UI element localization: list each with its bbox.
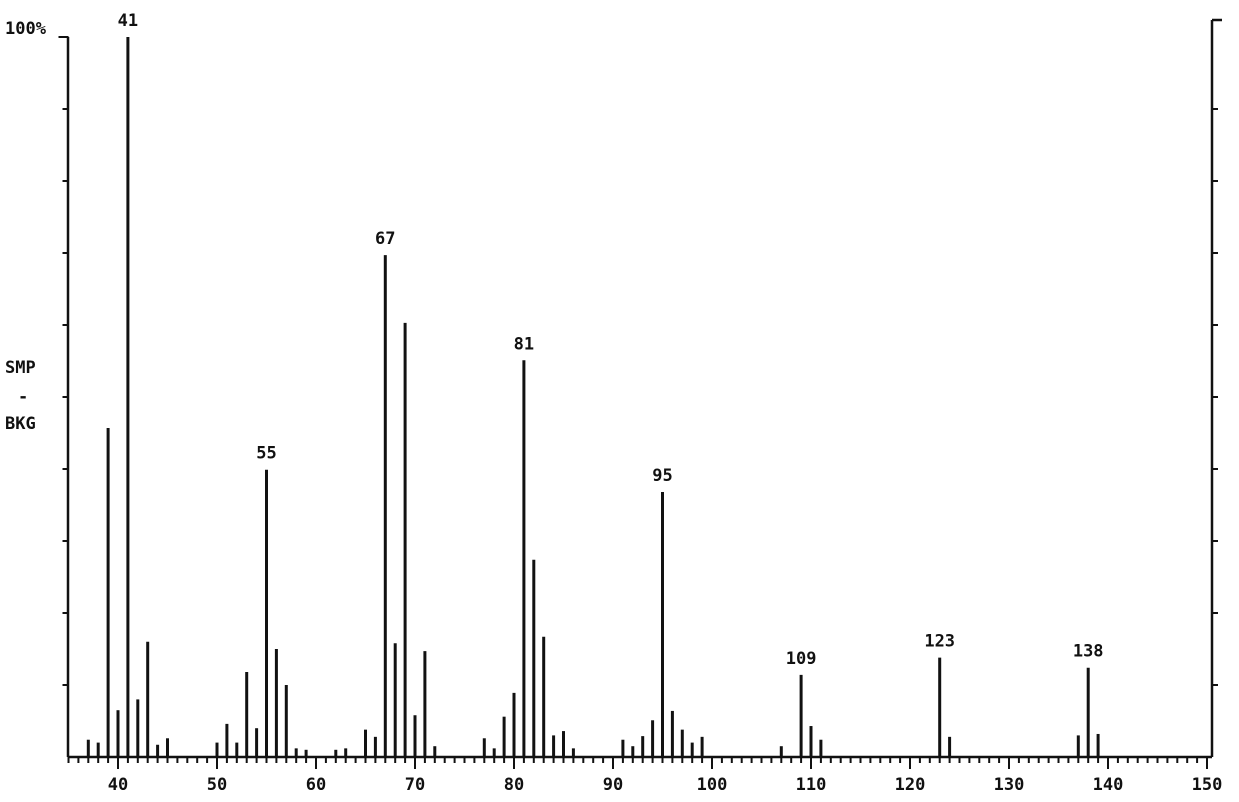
x-tick-label: 80 (504, 775, 524, 795)
x-tick-label: 100 (697, 775, 728, 795)
y-label: - (18, 387, 28, 407)
y-tick-label: 100% (5, 19, 47, 39)
x-tick-label: 60 (306, 775, 326, 795)
x-tick-label: 130 (994, 775, 1025, 795)
x-tick-label: 90 (603, 775, 623, 795)
y-label: BKG (5, 414, 36, 434)
peak-label: 55 (256, 444, 276, 464)
y-label: SMP (5, 358, 36, 378)
peak-label: 109 (786, 649, 817, 669)
peak-label: 123 (924, 632, 955, 652)
x-tick-label: 120 (895, 775, 926, 795)
x-tick-label: 110 (796, 775, 827, 795)
x-tick-label: 140 (1093, 775, 1124, 795)
peak-label: 81 (514, 334, 534, 354)
x-tick-label: 70 (405, 775, 425, 795)
peak-label: 41 (118, 11, 138, 31)
peak-label: 95 (652, 466, 672, 486)
x-tick-label: 40 (108, 775, 128, 795)
peak-label: 67 (375, 229, 395, 249)
peak-label: 138 (1073, 642, 1104, 662)
x-tick-label: 150 (1192, 775, 1223, 795)
right-frame (1210, 18, 1222, 757)
x-tick-label: 50 (207, 775, 227, 795)
